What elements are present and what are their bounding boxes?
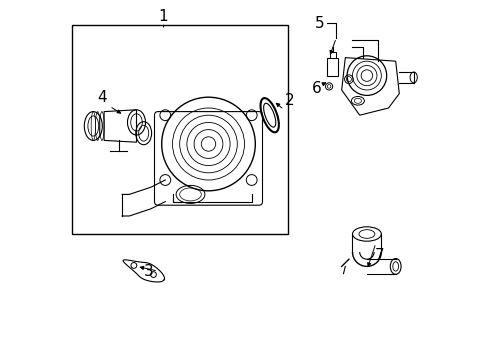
Text: 6: 6: [311, 81, 321, 96]
Bar: [329, 52, 335, 58]
Bar: [72, 25, 287, 234]
Text: 4: 4: [97, 90, 107, 105]
Bar: [326, 58, 337, 76]
Text: 7: 7: [374, 248, 384, 263]
Text: 2: 2: [284, 93, 294, 108]
Text: 3: 3: [144, 264, 154, 279]
Text: 1: 1: [159, 9, 168, 24]
Text: 5: 5: [315, 16, 324, 31]
